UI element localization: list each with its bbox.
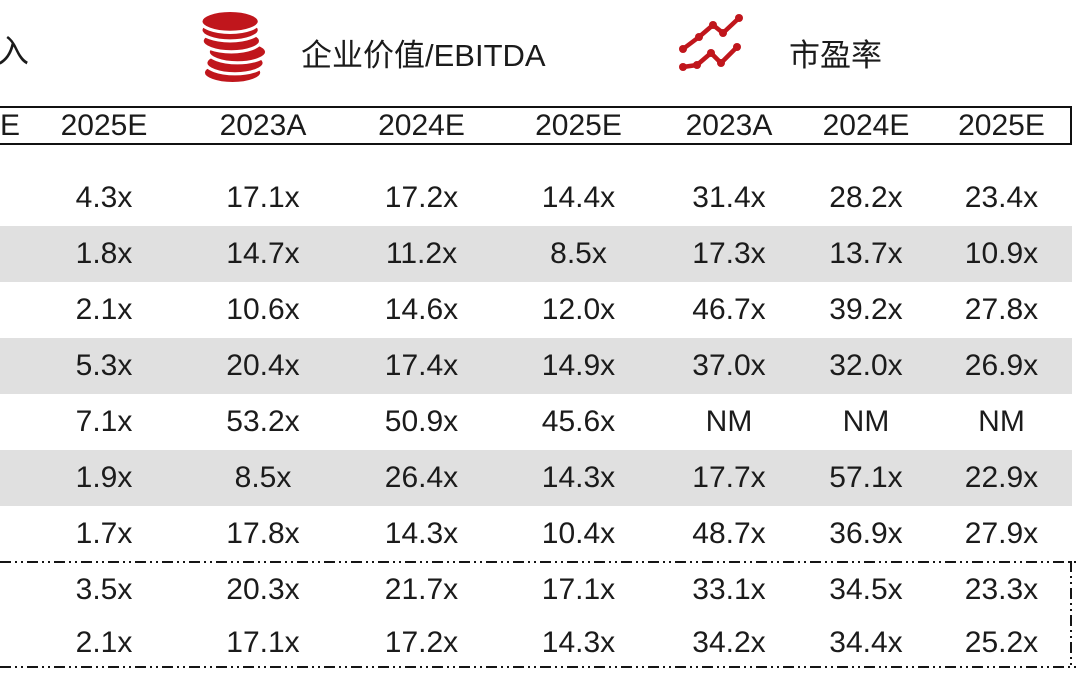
table-cell: 11.2x [385,237,458,270]
table-cell: 17.2x [384,181,459,214]
table-cell: NM [705,405,753,438]
table-cell: 23.4x [964,181,1039,214]
column-header: 2024E [822,109,910,142]
table-cell: 4.3x [75,181,133,214]
table-cell: 34.4x [829,625,903,659]
table-cell: 33.1x [692,572,766,606]
table-cell: 57.1x [829,461,903,494]
table-cell: 39.2x [829,293,903,326]
table-cell: 1.8x [75,237,133,270]
table-cell: 14.7x [226,237,300,270]
table-row: 1.9x 8.5x 26.4x 14.3x 17.7x 57.1x 22.9x [0,450,1072,506]
column-header: 2023A [219,109,307,142]
dashed-divider-right [1070,561,1072,668]
table-cell: 36.9x [829,517,903,550]
table-cell: 21.7x [384,572,459,606]
table-cell: 26.4x [384,461,459,494]
table-cell: 17.7x [692,461,766,494]
table-body: 4.3x 17.1x 17.2x 14.4x 31.4x 28.2x 23.4x 1.8x 14… [0,145,1072,562]
table-cell: 13.7x [829,237,903,270]
table-cell: 34.5x [829,572,903,606]
column-header: 2024E [378,109,465,142]
table-cell: 45.6x [541,405,616,438]
table-cell: 17.1x [226,625,300,659]
table-cell: 8.5x [550,237,607,270]
table-cell: 14.3x [541,625,616,659]
table-cell: 17.8x [226,517,300,550]
table-header-row: E 2025E 2023A 2024E 2025E 2023A 2024E 20… [0,106,1072,145]
legend-partial-label: 入 [0,33,30,69]
table-cell: 20.3x [226,572,300,606]
table-cell: 27.9x [964,517,1039,550]
table-cell: 31.4x [692,181,766,214]
table-cell: 26.9x [964,349,1039,382]
table-cell: 10.6x [226,293,300,326]
table-cell: 12.0x [541,293,616,326]
table-row: 4.3x 17.1x 17.2x 14.4x 31.4x 28.2x 23.4x [0,170,1072,226]
table-cell: 23.3x [964,572,1039,606]
table-cell: 10.4x [541,517,616,550]
table-cell: NM [978,405,1025,438]
legend-pe-label: 市盈率 [789,38,882,73]
column-header: 2025E [60,109,148,142]
table-cell: 2.1x [75,293,133,326]
table-cell: 7.1x [75,405,133,438]
table-cell: 14.6x [384,293,459,326]
table-cell: 20.4x [226,349,300,382]
table-row: 2.1x 17.1x 17.2x 14.3x 34.2x 34.4x 25.2x [0,616,1072,669]
table-row: 1.7x 17.8x 14.3x 10.4x 48.7x 36.9x 27.9x [0,506,1072,562]
table-cell: 14.4x [541,181,616,214]
table-row: 2.1x 10.6x 14.6x 12.0x 46.7x 39.2x 27.8x [0,282,1072,338]
table-cell: NM [842,405,890,438]
table-cell: 17.1x [541,572,616,606]
coin-stack-icon [196,6,274,93]
table-cell: 53.2x [226,405,300,438]
table-cell: 32.0x [829,349,903,382]
column-header: E [0,109,21,142]
table-row: 5.3x 20.4x 17.4x 14.9x 37.0x 32.0x 26.9x [0,338,1072,394]
table-cell: 14.9x [541,349,616,382]
table-cell: 2.1x [75,625,133,659]
table-cell: 22.9x [964,461,1039,494]
table-row: 7.1x 53.2x 50.9x 45.6x NM NM NM [0,394,1072,450]
table-cell: 3.5x [75,572,133,606]
column-header: 2025E [958,109,1045,142]
table-cell: 48.7x [692,517,766,550]
table-row: 1.8x 14.7x 11.2x 8.5x 17.3x 13.7x 10.9x [0,226,1072,282]
dashed-divider-top [0,561,1080,563]
table-cell: 34.2x [692,625,766,659]
table-cell: 14.3x [384,517,459,550]
table-cell: 27.8x [964,293,1039,326]
table-cell: 1.9x [75,461,133,494]
table-cell: 17.2x [384,625,459,659]
table-cell: 5.3x [75,349,133,382]
table-summary-rows: 3.5x 20.3x 21.7x 17.1x 33.1x 34.5x 23.3x 2.1x 17… [0,563,1072,669]
dashed-divider-bottom [0,666,1080,668]
legend-ev-ebitda-label: 企业价值/EBITDA [301,38,546,73]
table-cell: 17.1x [226,181,300,214]
table-cell: 25.2x [964,625,1039,659]
table-cell: 1.7x [75,517,133,550]
table-cell: 14.3x [541,461,616,494]
column-header: 2023A [685,109,773,142]
table-cell: 17.4x [384,349,459,382]
table-cell: 8.5x [234,461,292,494]
table-row: 3.5x 20.3x 21.7x 17.1x 33.1x 34.5x 23.3x [0,563,1072,616]
table-cell: 46.7x [692,293,766,326]
column-header: 2025E [535,109,622,142]
table-cell: 37.0x [692,349,766,382]
table-cell: 28.2x [829,181,903,214]
table-cell: 50.9x [384,405,459,438]
table-cell: 10.9x [964,237,1039,270]
line-chart-icon [676,12,758,79]
table-cell: 17.3x [692,237,766,270]
